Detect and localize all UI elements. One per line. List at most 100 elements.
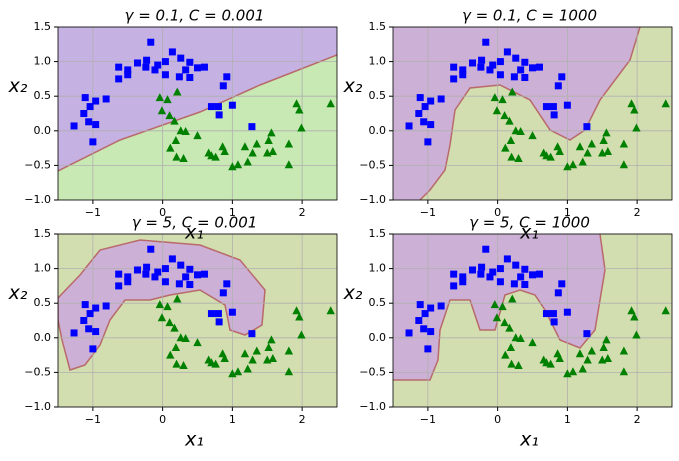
axes-frame: [57, 26, 338, 201]
y-tick-label: −1.0: [24, 400, 51, 413]
triangle-point: [514, 360, 523, 369]
triangle-point: [284, 139, 294, 148]
triangle-point: [563, 162, 572, 171]
triangle-point: [587, 346, 596, 355]
square-point: [248, 123, 256, 131]
triangle-point: [326, 306, 335, 315]
triangle-point: [292, 306, 301, 315]
square-point: [182, 273, 190, 281]
triangle-point: [172, 152, 181, 161]
triangle-point: [295, 105, 304, 114]
triangle-point: [505, 323, 514, 332]
square-point: [80, 110, 88, 117]
triangle-point: [166, 143, 175, 152]
triangle-point: [228, 369, 237, 378]
axes-frame: [392, 26, 673, 201]
triangle-point: [490, 93, 500, 102]
square-point: [415, 317, 423, 324]
y-tick-label: 1.5: [34, 20, 52, 33]
square-point: [510, 280, 518, 288]
triangle-point: [555, 147, 564, 156]
square-point: [207, 103, 215, 111]
square-point: [182, 66, 190, 74]
square-point: [86, 310, 94, 318]
triangle-point: [295, 312, 304, 321]
square-point: [154, 61, 162, 69]
square-point: [554, 289, 562, 297]
triangle-point: [506, 135, 516, 144]
square-point: [510, 73, 518, 81]
triangle-point: [155, 300, 165, 309]
chart-title: γ = 5, C = 0.001: [132, 214, 258, 232]
square-point: [124, 66, 132, 74]
triangle-point: [500, 318, 509, 327]
triangle-point: [568, 367, 578, 376]
triangle-point: [492, 313, 502, 322]
x-tick-label: 1: [564, 413, 571, 426]
square-point: [177, 54, 185, 62]
triangle-point: [263, 355, 272, 364]
square-point: [92, 121, 100, 129]
triangle-point: [506, 342, 516, 351]
square-point: [535, 270, 543, 278]
triangle-point: [284, 367, 294, 376]
y-tick-label: 0.0: [369, 331, 387, 344]
y-tick-label: −0.5: [359, 158, 386, 171]
triangle-point: [528, 131, 537, 140]
square-point: [200, 63, 208, 71]
y-tick-label: −1.0: [359, 193, 386, 206]
square-point: [92, 328, 100, 336]
triangle-point: [587, 139, 596, 148]
triangle-point: [500, 111, 509, 120]
y-tick-label: 1.0: [34, 55, 52, 68]
triangle-point: [619, 139, 629, 148]
square-point: [550, 318, 558, 326]
square-point: [142, 63, 150, 71]
axes-frame: [57, 233, 338, 408]
square-point: [168, 255, 176, 263]
triangle-point: [233, 160, 243, 169]
square-point: [147, 245, 155, 253]
y-tick-label: 1.5: [369, 20, 387, 33]
square-point: [89, 138, 97, 146]
triangle-point: [157, 313, 167, 322]
square-point: [477, 63, 485, 71]
y-tick-label: 0.0: [34, 331, 52, 344]
triangle-point: [563, 369, 572, 378]
square-point: [151, 273, 159, 281]
square-point: [175, 280, 183, 288]
axes-frame: [392, 233, 673, 408]
square-point: [416, 94, 424, 102]
triangle-point: [498, 302, 507, 311]
y-tick-label: 0.5: [34, 296, 52, 309]
triangle-point: [248, 355, 257, 364]
x-axis-label: x₁: [519, 429, 539, 451]
triangle-point: [267, 128, 276, 137]
square-point: [405, 122, 413, 130]
triangle-point: [193, 338, 202, 347]
y-tick-label: 0.5: [369, 89, 387, 102]
square-point: [223, 280, 231, 288]
square-point: [81, 301, 89, 309]
square-point: [496, 278, 504, 286]
triangle-point: [171, 135, 181, 144]
triangle-point: [490, 300, 500, 309]
square-point: [194, 271, 201, 279]
square-point: [469, 59, 477, 67]
x-tick-label: 0: [159, 413, 166, 426]
triangle-point: [170, 323, 179, 332]
triangle-point: [578, 364, 587, 373]
triangle-point: [248, 148, 257, 157]
x-tick-label: 1: [229, 206, 236, 219]
triangle-point: [661, 306, 670, 315]
triangle-point: [220, 354, 229, 363]
square-point: [521, 265, 529, 273]
square-point: [124, 273, 132, 281]
triangle-point: [632, 123, 641, 132]
square-point: [489, 61, 497, 69]
y-tick-label: −0.5: [359, 365, 386, 378]
decision-region: [393, 27, 672, 200]
triangle-point: [179, 360, 188, 369]
triangle-point: [326, 99, 335, 108]
square-point: [558, 280, 566, 288]
